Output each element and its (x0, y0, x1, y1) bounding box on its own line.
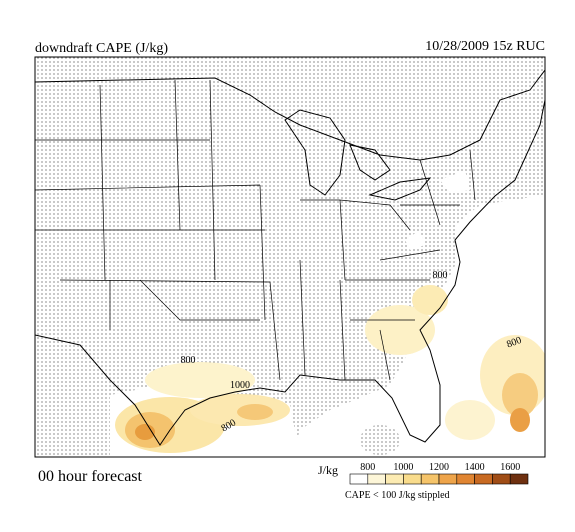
colorbar-label: 1600 (500, 462, 520, 473)
state-lines (35, 79, 476, 381)
open-area (440, 170, 470, 192)
colorbar-label: 1200 (429, 462, 449, 473)
contour-label: 800 (181, 355, 196, 366)
map (35, 57, 545, 457)
cape-shade (445, 400, 495, 440)
coastline (35, 99, 545, 446)
open-area (405, 230, 425, 250)
legend-note: CAPE < 100 J/kg stippled (345, 490, 450, 501)
cape-shade (510, 408, 530, 432)
contour-label: 800 (505, 335, 523, 350)
lake (368, 177, 432, 201)
contour-label: 1000 (230, 380, 250, 391)
open-area (290, 195, 545, 457)
colorbar-label: 1000 (393, 462, 413, 473)
canada-border (35, 69, 545, 161)
cape-shade (135, 424, 155, 440)
cape-shade (145, 362, 255, 398)
colorbar (349, 473, 529, 485)
cape-shade (412, 285, 448, 315)
cape-shade (502, 373, 538, 417)
forecast-hour: 00 hour forecast (38, 468, 143, 485)
legend-unit: J/kg (318, 463, 338, 477)
colorbar-label: 800 (360, 462, 375, 473)
lake (349, 144, 391, 181)
map-frame (34, 56, 546, 458)
lake (284, 109, 346, 196)
colorbar-label: 1400 (465, 462, 485, 473)
contour-label: 800 (433, 270, 448, 281)
map-title: downdraft CAPE (J/kg) (35, 41, 168, 56)
cape-shade (237, 404, 273, 420)
valid-time: 10/28/2009 15z RUC (425, 39, 545, 54)
stipple (360, 425, 400, 455)
